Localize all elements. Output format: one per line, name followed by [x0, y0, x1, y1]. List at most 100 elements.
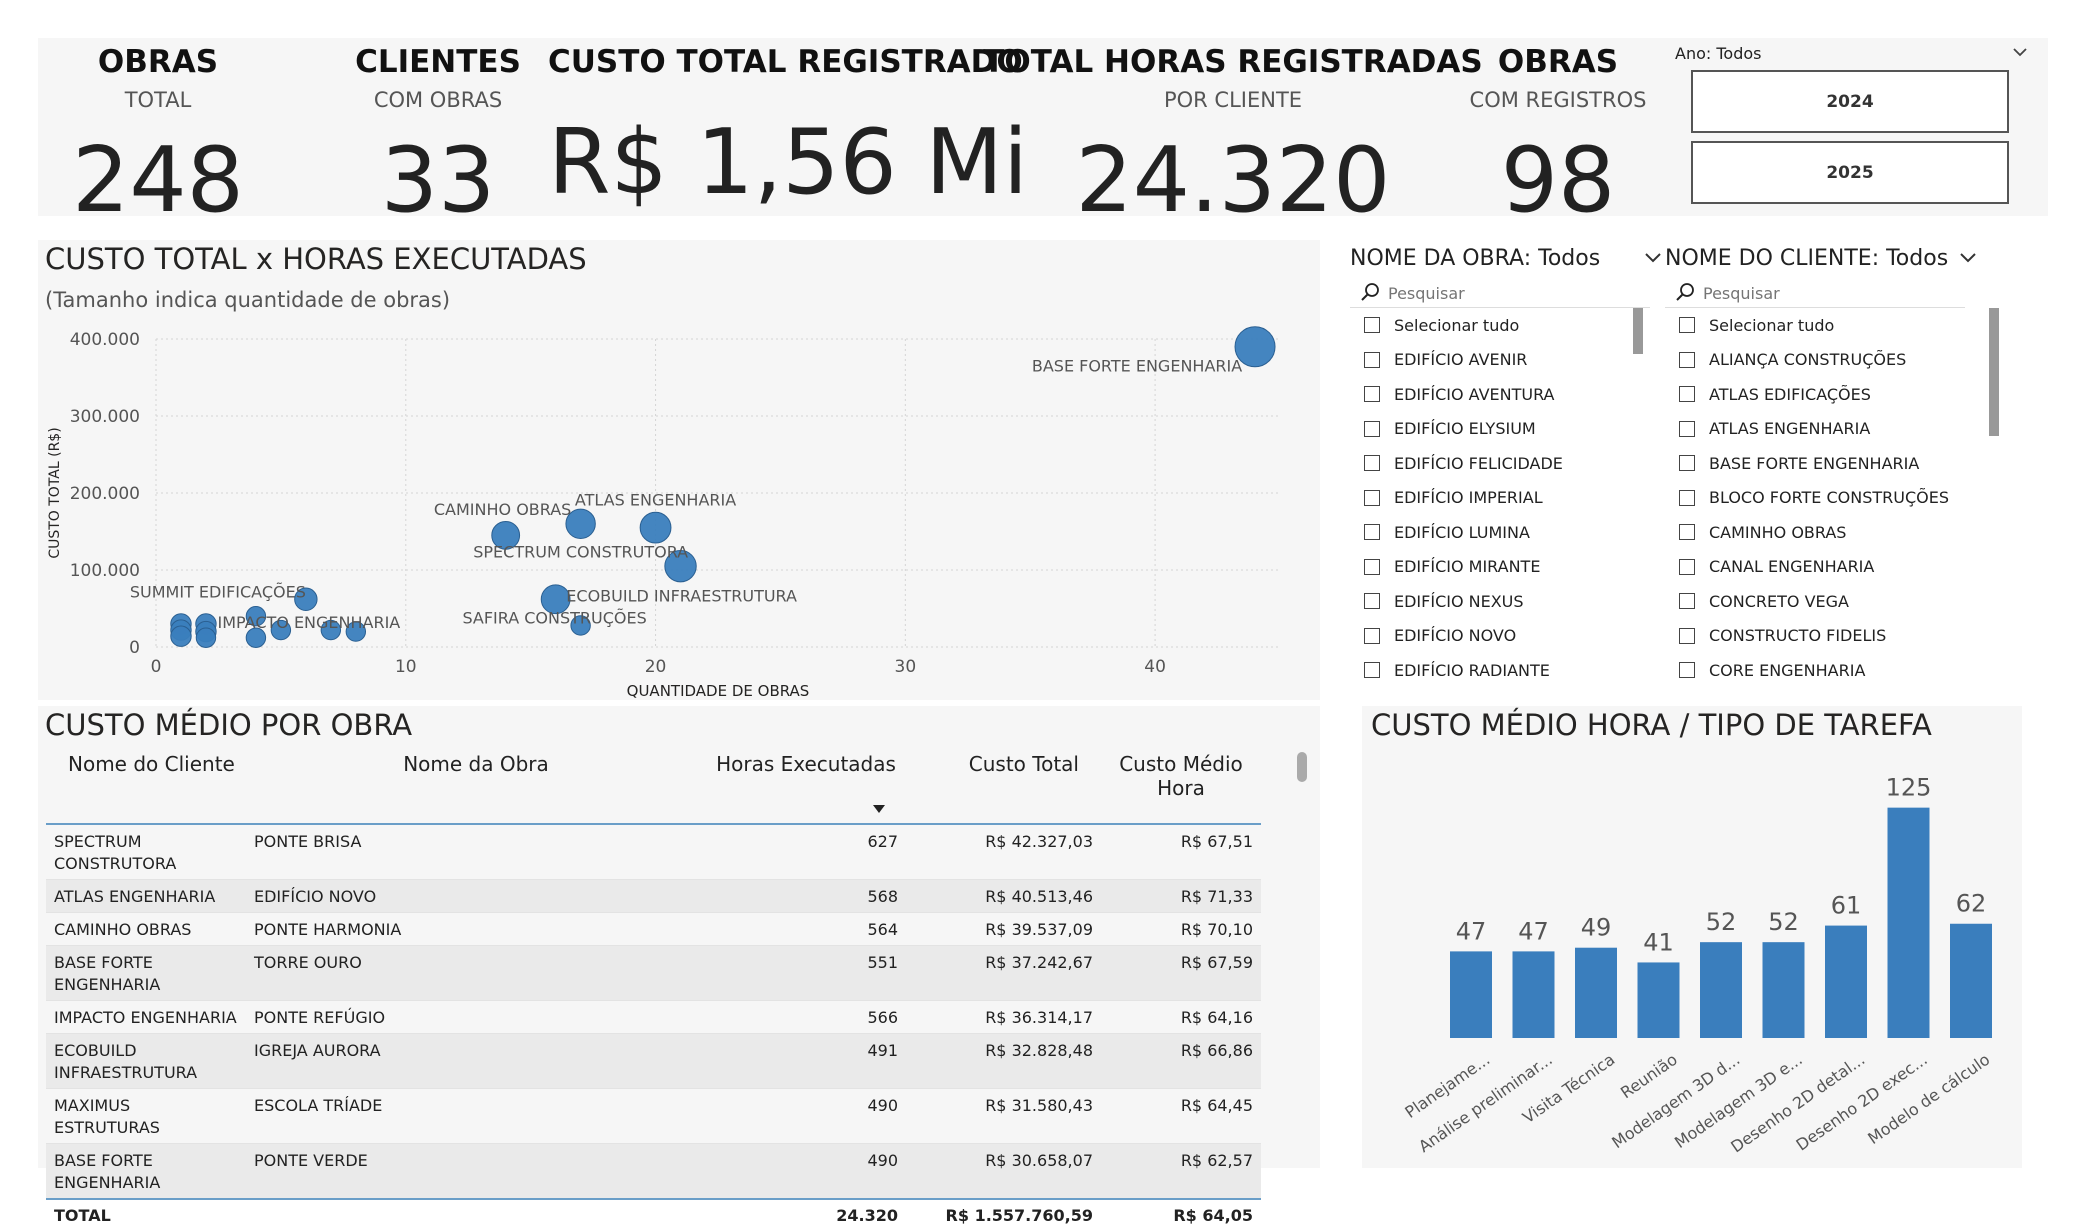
slicer-cliente-search[interactable]: [1665, 277, 1965, 308]
obra-item[interactable]: EDIFÍCIO IMPERIAL: [1350, 481, 1660, 516]
bar[interactable]: [1575, 947, 1617, 1038]
scatter-point[interactable]: [1234, 326, 1276, 368]
cliente-item[interactable]: CORE ENGENHARIA: [1665, 653, 1975, 688]
chevron-down-icon[interactable]: [1643, 250, 1663, 266]
cliente-item[interactable]: ATLAS EDIFICAÇÕES: [1665, 377, 1975, 412]
obra-item[interactable]: EDIFÍCIO ELYSIUM: [1350, 412, 1660, 447]
cliente-item[interactable]: BLOCO FORTE CONSTRUÇÕES: [1665, 481, 1975, 516]
obra-item[interactable]: EDIFÍCIO MIRANTE: [1350, 550, 1660, 585]
checkbox[interactable]: [1364, 317, 1380, 334]
scatter-point[interactable]: [195, 627, 217, 648]
cliente-item[interactable]: BASE FORTE ENGENHARIA: [1665, 446, 1975, 481]
table-row[interactable]: ECOBUILD INFRAESTRUTURA IGREJA AURORA 491 R…: [46, 1033, 1261, 1089]
search-input[interactable]: [1701, 281, 1955, 305]
chevron-down-icon[interactable]: [2010, 44, 2030, 60]
obra-item[interactable]: EDIFÍCIO RADIANTE: [1350, 653, 1660, 688]
slicer-obra-scrollbar[interactable]: [1633, 308, 1643, 354]
scatter-point[interactable]: [345, 621, 367, 642]
cliente-item[interactable]: CONCRETO VEGA: [1665, 584, 1975, 619]
cliente-item[interactable]: CONSTRUCTO FIDELIS: [1665, 619, 1975, 654]
checkbox[interactable]: [1679, 351, 1695, 368]
checkbox[interactable]: [1364, 420, 1380, 437]
checkbox[interactable]: [1364, 558, 1380, 575]
table-row[interactable]: SPECTRUM CONSTRUTORA PONTE BRISA 627 R$ 42.…: [46, 824, 1261, 880]
year-option-2025[interactable]: 2025: [1691, 141, 2009, 204]
cliente-item[interactable]: ATLAS ENGENHARIA: [1665, 412, 1975, 447]
bar[interactable]: [1762, 942, 1805, 1038]
cell-custo-medio: R$ 64,16: [1180, 1008, 1253, 1027]
table-row[interactable]: BASE FORTE ENGENHARIA PONTE VERDE 490 R$ 30…: [46, 1143, 1261, 1199]
search-input[interactable]: [1386, 281, 1640, 305]
cliente-item[interactable]: CAMINHO OBRAS: [1665, 515, 1975, 550]
checkbox[interactable]: [1364, 662, 1380, 679]
bar[interactable]: [1637, 962, 1680, 1038]
cliente-item[interactable]: Selecionar tudo: [1665, 308, 1975, 343]
bar[interactable]: [1887, 807, 1930, 1038]
scatter-point[interactable]: [245, 627, 267, 648]
scatter-point[interactable]: [664, 549, 697, 583]
col-header-custo-medio[interactable]: Custo Médio Hora: [1101, 748, 1261, 825]
table-row[interactable]: IMPACTO ENGENHARIA PONTE REFÚGIO 566 R$ 36.…: [46, 1001, 1261, 1034]
bar[interactable]: [1825, 925, 1867, 1038]
checkbox[interactable]: [1679, 317, 1695, 334]
scatter-point[interactable]: [491, 520, 521, 550]
year-option-2024[interactable]: 2024: [1691, 70, 2009, 133]
cell-obra: PONTE HARMONIA: [254, 920, 402, 939]
checkbox[interactable]: [1364, 593, 1380, 610]
checkbox[interactable]: [1364, 524, 1380, 541]
checkbox[interactable]: [1679, 455, 1695, 472]
cliente-item[interactable]: ALIANÇA CONSTRUÇÕES: [1665, 343, 1975, 378]
col-header-cliente[interactable]: Nome do Cliente: [46, 748, 246, 825]
bar[interactable]: [1512, 951, 1555, 1038]
bar[interactable]: [1950, 923, 1992, 1038]
sort-desc-icon[interactable]: [872, 804, 886, 814]
table-row[interactable]: BASE FORTE ENGENHARIA TORRE OURO 551 R$ 37.…: [46, 945, 1261, 1001]
obra-item[interactable]: EDIFÍCIO AVENIR: [1350, 343, 1660, 378]
scatter-point[interactable]: [320, 619, 342, 641]
kpi-title: CUSTO TOTAL REGISTRADO: [548, 44, 1023, 80]
table-scrollbar[interactable]: [1297, 752, 1307, 782]
checkbox[interactable]: [1679, 524, 1695, 541]
obra-item[interactable]: EDIFÍCIO AVENTURA: [1350, 377, 1660, 412]
slicer-obra-search[interactable]: [1350, 277, 1650, 308]
bar[interactable]: [1450, 951, 1492, 1038]
scatter-point[interactable]: [639, 511, 672, 544]
checkbox[interactable]: [1679, 627, 1695, 644]
checkbox[interactable]: [1364, 351, 1380, 368]
bar[interactable]: [1700, 942, 1742, 1038]
checkbox[interactable]: [1364, 627, 1380, 644]
checkbox[interactable]: [1679, 558, 1695, 575]
checkbox[interactable]: [1364, 386, 1380, 403]
chevron-down-icon[interactable]: [1958, 250, 1978, 266]
obra-item[interactable]: EDIFÍCIO FELICIDADE: [1350, 446, 1660, 481]
checkbox[interactable]: [1679, 386, 1695, 403]
year-slicer[interactable]: Ano: Todos 2024 2025: [1675, 44, 2030, 212]
table-row[interactable]: MAXIMUS ESTRUTURAS ESCOLA TRÍADE 490 R$ 31.…: [46, 1089, 1261, 1144]
slicer-cliente-scrollbar[interactable]: [1989, 308, 1999, 436]
scatter-point[interactable]: [565, 508, 596, 539]
obra-item[interactable]: Selecionar tudo: [1350, 308, 1660, 343]
col-header-custo-total[interactable]: Custo Total: [906, 748, 1101, 825]
checkbox[interactable]: [1364, 489, 1380, 506]
checkbox[interactable]: [1679, 420, 1695, 437]
col-header-horas[interactable]: Horas Executadas: [706, 748, 906, 825]
checkbox[interactable]: [1679, 662, 1695, 679]
col-header-obra[interactable]: Nome da Obra: [246, 748, 706, 825]
obra-item[interactable]: EDIFÍCIO NOVO: [1350, 619, 1660, 654]
checkbox[interactable]: [1679, 489, 1695, 506]
scatter-point[interactable]: [245, 606, 267, 627]
scatter-point[interactable]: [570, 615, 591, 636]
cell-cliente: CAMINHO OBRAS: [54, 920, 192, 939]
scatter-point[interactable]: [270, 619, 292, 641]
obra-item[interactable]: EDIFÍCIO NEXUS: [1350, 584, 1660, 619]
cliente-item[interactable]: CANAL ENGENHARIA: [1665, 550, 1975, 585]
scatter-point[interactable]: [294, 587, 318, 611]
scatter-point[interactable]: [170, 625, 192, 647]
checkbox[interactable]: [1679, 593, 1695, 610]
scatter-title: CUSTO TOTAL x HORAS EXECUTADAS: [45, 242, 587, 276]
scatter-point[interactable]: [540, 584, 571, 615]
checkbox[interactable]: [1364, 455, 1380, 472]
table-row[interactable]: ATLAS ENGENHARIA EDIFÍCIO NOVO 568 R$ 40.51…: [46, 879, 1261, 913]
obra-item[interactable]: EDIFÍCIO LUMINA: [1350, 515, 1660, 550]
table-row[interactable]: CAMINHO OBRAS PONTE HARMONIA 564 R$ 39.537,…: [46, 913, 1261, 946]
